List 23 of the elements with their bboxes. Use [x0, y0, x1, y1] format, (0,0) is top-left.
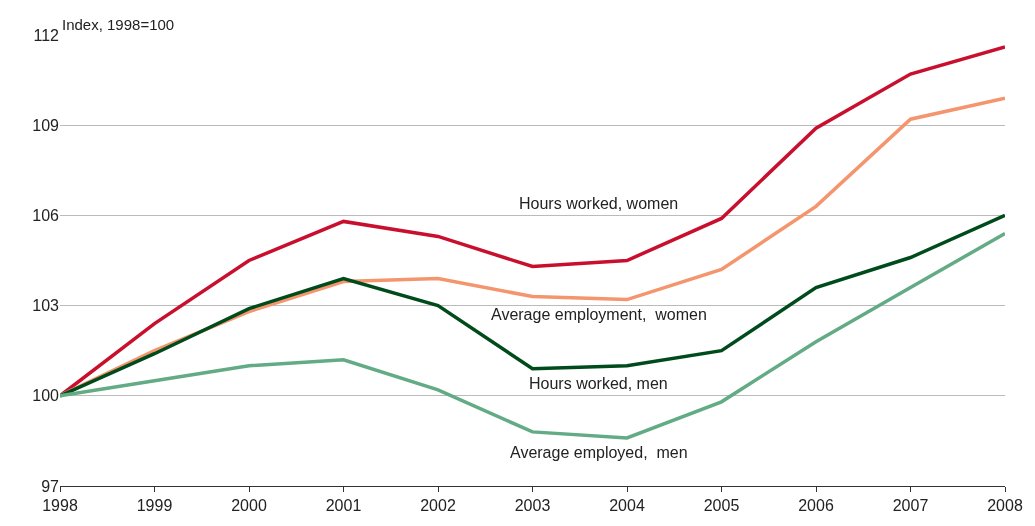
x-tick-label: 1998 — [42, 497, 78, 515]
y-tick-label: 103 — [32, 297, 60, 315]
x-tick-label: 2000 — [231, 497, 267, 515]
series-label: Hours worked, men — [529, 375, 668, 392]
y-tick-label: 106 — [32, 207, 60, 224]
y-axis-title: Index, 1998=100 — [62, 16, 175, 33]
y-tick-label: 112 — [33, 26, 60, 44]
x-tick-label: 2003 — [514, 497, 551, 515]
y-tick-label: 100 — [32, 387, 60, 405]
y-tick-label: 97 — [41, 477, 60, 495]
series-label: Average employment, women — [491, 306, 707, 323]
x-tick-label: 2004 — [609, 497, 645, 515]
x-tick-label: 2008 — [987, 497, 1023, 515]
x-tick-label: 2007 — [892, 497, 929, 515]
x-tick-label: 2001 — [325, 497, 362, 515]
line-series — [60, 231, 1005, 440]
x-tick-label: 2005 — [703, 497, 740, 515]
x-tick-label: 2002 — [420, 497, 456, 515]
x-tick-label: 1999 — [136, 497, 173, 515]
x-tick-label: 2006 — [798, 497, 834, 515]
series-label: Average employed, men — [510, 444, 688, 461]
y-tick-label: 109 — [32, 116, 60, 134]
series-label: Hours worked, women — [519, 195, 679, 212]
